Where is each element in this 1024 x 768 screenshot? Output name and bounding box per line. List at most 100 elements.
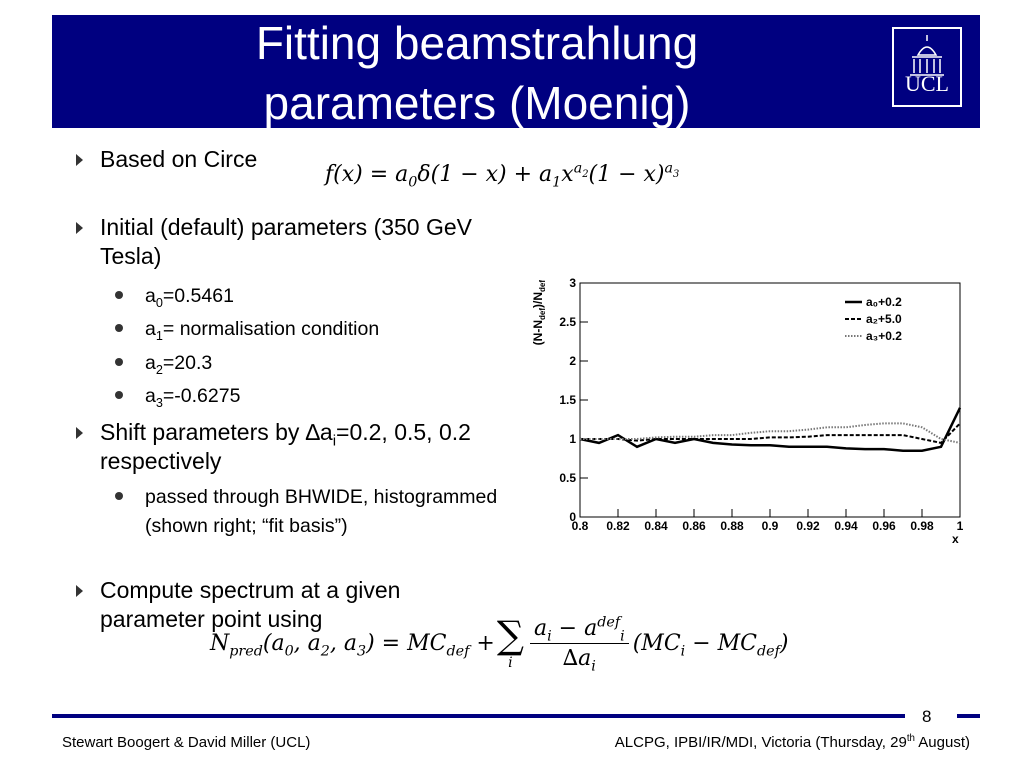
bullet-marker xyxy=(76,154,83,166)
text-run: pred xyxy=(229,642,263,659)
text-run: )/N xyxy=(531,292,545,308)
y-tick-label: 2 xyxy=(569,354,576,368)
text-run: , a xyxy=(293,630,321,656)
formula-part: Npred(a0, a2, a3) = MCdef + xyxy=(210,630,495,659)
text-run: ) xyxy=(779,630,789,656)
x-tick-label: 0.88 xyxy=(720,519,744,533)
text-run: a xyxy=(664,160,674,177)
bullet-item: Initial (default) parameters (350 GeV Te… xyxy=(100,213,500,271)
text-run: def xyxy=(538,308,547,320)
text-run: Shift parameters by ∆a xyxy=(100,419,333,445)
bullet-marker xyxy=(115,291,123,299)
text-run: passed through BHWIDE, histogrammed (sho… xyxy=(145,486,498,537)
text-run: August) xyxy=(914,734,970,751)
x-tick-label: 0.9 xyxy=(762,519,779,533)
text-run: x xyxy=(561,162,574,187)
sum: ∑ i xyxy=(497,615,524,671)
x-tick-label: 0.94 xyxy=(834,519,858,533)
text-run: def xyxy=(757,642,780,659)
text-run: def xyxy=(597,614,621,631)
text-run: 0 xyxy=(408,174,418,191)
text-run: def xyxy=(538,280,547,292)
text-run: ) = MC xyxy=(366,630,447,656)
x-tick-label: 0.8 xyxy=(572,519,589,533)
x-tick-label: 0.92 xyxy=(796,519,820,533)
text-run: ALCPG, IPBI/IR/MDI, Victoria (Thursday, … xyxy=(614,734,907,751)
footer-left: Stewart Boogert & David Miller (UCL) xyxy=(62,734,311,751)
bullet-marker xyxy=(76,222,83,234)
plot-frame xyxy=(579,282,961,518)
series-line xyxy=(580,422,961,444)
bullet-item: Based on Circe xyxy=(100,145,500,174)
text-run: i xyxy=(591,657,596,674)
denominator: ∆ai xyxy=(562,644,596,674)
text-run: th xyxy=(906,733,915,744)
x-tick-label: 0.96 xyxy=(872,519,896,533)
x-tick-label: 0.86 xyxy=(682,519,706,533)
formula: f(x) = a0δ(1 − x) + a1xa2(1 − x)a3 xyxy=(325,160,680,191)
text-run: ∆a xyxy=(562,645,592,671)
fraction: ai − adefi ∆ai xyxy=(529,614,629,674)
text-run: i xyxy=(620,627,625,644)
text-run: (1 − x) xyxy=(588,162,665,187)
bullet-item: a1= normalisation condition xyxy=(145,315,505,344)
y-axis-label: (N-Ndef)/Ndef xyxy=(531,280,547,346)
logo-text: UCL xyxy=(905,71,949,96)
text-run: 0 xyxy=(155,295,163,310)
sum-sign: ∑ xyxy=(496,613,524,657)
formula-part: (MCi − MCdef) xyxy=(632,630,789,659)
text-run: def xyxy=(446,642,470,659)
bullet-item: passed through BHWIDE, histogrammed (sho… xyxy=(145,483,505,541)
bullet-marker xyxy=(76,585,83,597)
text-run: =-0.6275 xyxy=(162,385,241,407)
text-run: f(x) = a xyxy=(325,162,409,187)
bullet-item: a2=20.3 xyxy=(145,349,505,378)
x-tick-label: 0.82 xyxy=(606,519,630,533)
text-run: − MC xyxy=(685,630,758,656)
y-tick-label: 1.5 xyxy=(559,393,576,407)
x-tick-label: 0.98 xyxy=(910,519,934,533)
y-tick-label: 1 xyxy=(569,432,576,446)
title-line: parameters (Moenig) xyxy=(263,77,691,128)
text-run: a xyxy=(145,352,156,374)
text-run: =20.3 xyxy=(162,352,213,374)
legend-label: a₀+0.2 xyxy=(866,295,902,309)
text-run: N xyxy=(210,630,230,656)
text-run: , a xyxy=(329,630,357,656)
text-run: Initial (default) parameters (350 GeV Te… xyxy=(100,214,473,269)
text-run: 3 xyxy=(155,395,163,410)
text-run: 3 xyxy=(673,169,680,181)
formula: Npred(a0, a2, a3) = MCdef + ∑ i ai − adef… xyxy=(210,614,789,674)
text-run: (N-N xyxy=(531,320,545,345)
logo-dome xyxy=(910,35,944,76)
text-run: − a xyxy=(551,615,598,641)
text-run: =0.5461 xyxy=(162,285,234,307)
text-run: + xyxy=(469,630,495,656)
y-tick-label: 3 xyxy=(569,276,576,290)
bullet-marker xyxy=(115,358,123,366)
text-run: (MC xyxy=(632,630,681,656)
text-run: = normalisation condition xyxy=(162,318,380,340)
text-run: Based on Circe xyxy=(100,146,258,172)
text-run: a xyxy=(145,385,156,407)
text-run: i xyxy=(680,642,686,659)
text-run: a xyxy=(145,285,156,307)
text-run: a xyxy=(145,318,156,340)
text-run: 0 xyxy=(284,642,294,659)
text-run: 2 xyxy=(582,169,589,181)
chart: x 0 0.5 1 1.5 2 2.5 3 0.8 0.82 0.84 0.86 0.88 0.9 0.9… xyxy=(531,276,964,546)
numerator: ai − adefi xyxy=(529,614,629,644)
text-run: a xyxy=(533,615,548,641)
legend-label: a₂+5.0 xyxy=(866,312,902,326)
sum-index: i xyxy=(508,655,513,671)
series-line xyxy=(580,422,961,444)
bullet-marker xyxy=(115,324,123,332)
y-tick-label: 2.5 xyxy=(559,315,576,329)
bullet-marker xyxy=(115,391,123,399)
text-run: a xyxy=(573,160,583,177)
series-line xyxy=(579,407,962,452)
bullet-item: Compute spectrum at a given parameter po… xyxy=(100,576,500,634)
footer-right: ALCPG, IPBI/IR/MDI, Victoria (Thursday, … xyxy=(615,734,970,751)
bullet-marker xyxy=(115,492,123,500)
